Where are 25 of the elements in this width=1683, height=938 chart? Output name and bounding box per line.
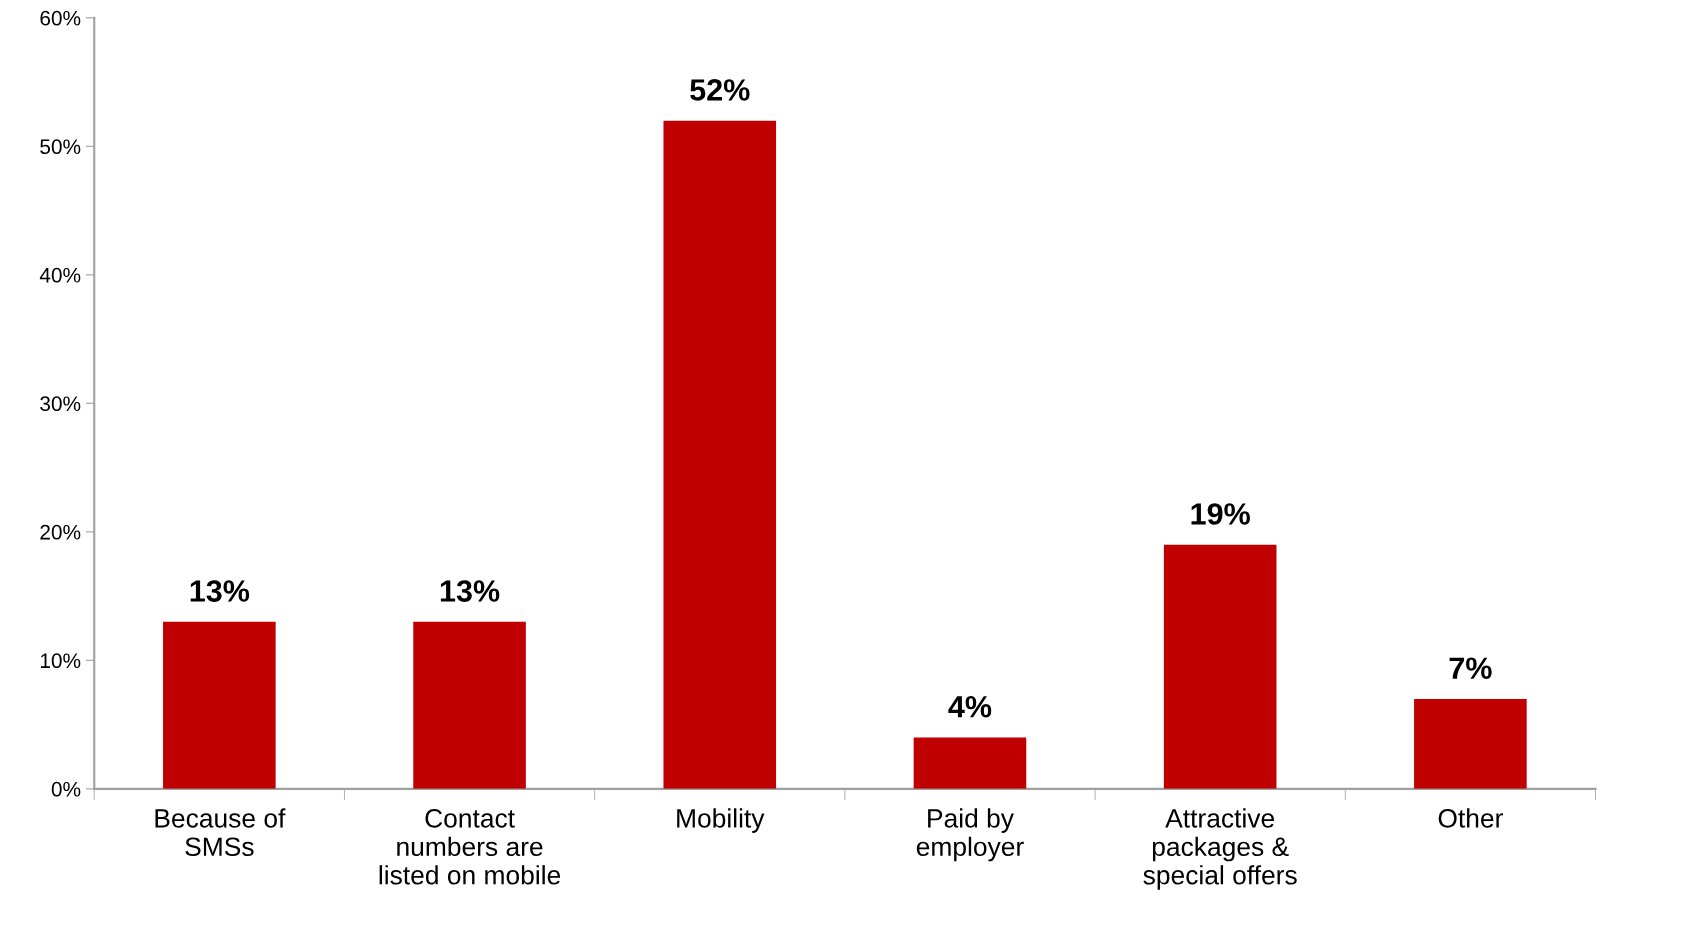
y-tick-label: 10% bbox=[40, 653, 81, 669]
data-label: 7% bbox=[1449, 657, 1492, 679]
y-tick-label: 30% bbox=[40, 396, 81, 412]
x-tick-label: Contact numbers are listed on mobile bbox=[379, 809, 561, 885]
data-label: 4% bbox=[948, 695, 992, 718]
data-label: 13% bbox=[190, 580, 250, 602]
bar bbox=[163, 621, 276, 789]
data-label: 52% bbox=[690, 79, 750, 101]
bar bbox=[1414, 698, 1527, 789]
y-tick-label: 60% bbox=[40, 10, 81, 26]
y-tick-label: 20% bbox=[40, 524, 81, 540]
bar bbox=[1163, 544, 1277, 789]
x-tick-label: Mobility bbox=[677, 808, 765, 833]
y-tick-label: 50% bbox=[40, 139, 81, 155]
x-tick-label: Paid by employer bbox=[916, 808, 1024, 862]
data-label: 19% bbox=[1191, 503, 1250, 525]
x-tick-label: Other bbox=[1438, 808, 1503, 828]
y-tick-label: 0% bbox=[51, 781, 81, 797]
x-tick-label: Because of SMSs bbox=[155, 808, 286, 857]
bar bbox=[413, 621, 526, 789]
y-tick-label: 40% bbox=[39, 267, 81, 283]
bar bbox=[913, 737, 1027, 789]
x-tick-label: Attractive packages & special offers bbox=[1143, 808, 1297, 890]
bar bbox=[663, 120, 777, 789]
data-label: 13% bbox=[440, 580, 500, 602]
